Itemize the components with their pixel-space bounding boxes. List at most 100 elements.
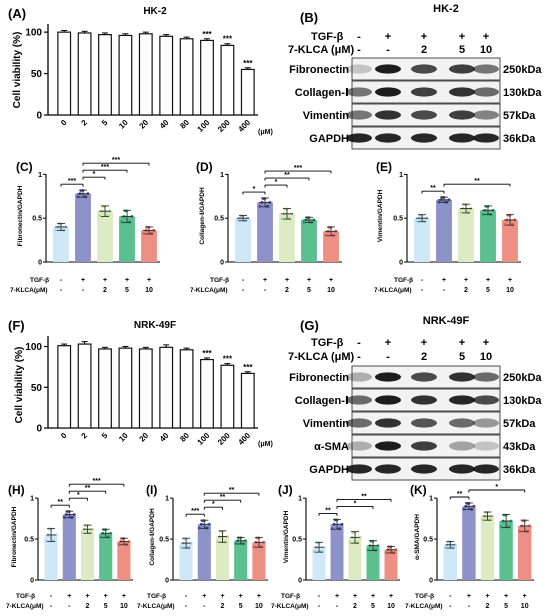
klca-value: 2 bbox=[421, 44, 427, 56]
data-point bbox=[366, 548, 370, 552]
klca-value: - bbox=[68, 603, 71, 610]
panel-letter: (H) bbox=[8, 483, 25, 497]
significance-mark: *** bbox=[243, 363, 253, 372]
data-point bbox=[244, 539, 248, 543]
unit-label: (μM) bbox=[258, 129, 273, 136]
protein-band bbox=[375, 110, 401, 120]
protein-band bbox=[473, 372, 499, 382]
western-blot-nrk49f: (G) NRK-49F TGF-β 7-KLCA (μM) - + + + + - - 2 5 1… bbox=[288, 315, 542, 481]
data-point bbox=[302, 220, 306, 224]
significance-mark: *** bbox=[112, 157, 120, 164]
data-point bbox=[105, 214, 109, 218]
significance-mark: *** bbox=[202, 349, 212, 358]
bar bbox=[480, 516, 495, 580]
klca-value: 2 bbox=[103, 287, 107, 294]
data-point bbox=[384, 551, 388, 555]
quant-chart-j: (J)Vimentin/GAPDH00.51*****TGF-β7-KLCA(μ… bbox=[271, 483, 400, 610]
data-point bbox=[197, 526, 201, 530]
data-point bbox=[506, 213, 510, 217]
data-point bbox=[91, 527, 94, 531]
y-axis-label: Fibronectin/GAPDH bbox=[11, 506, 18, 567]
data-point bbox=[226, 535, 229, 538]
tgf-sign: - bbox=[357, 337, 361, 349]
significance-mark: *** bbox=[68, 178, 76, 185]
protein-band bbox=[346, 464, 372, 474]
molecular-weight: 36kDa bbox=[503, 133, 536, 145]
tgf-sign: + bbox=[483, 31, 489, 43]
bar bbox=[414, 218, 430, 262]
protein-band bbox=[346, 418, 372, 428]
tgf-sign: + bbox=[385, 337, 391, 349]
data-point bbox=[437, 200, 441, 204]
data-point bbox=[337, 527, 341, 531]
bar bbox=[301, 219, 317, 262]
quant-chart-h: (H)Fibronectin/GAPDH00.51********TGF-β7-… bbox=[6, 478, 133, 610]
bar bbox=[77, 343, 92, 429]
klca-value: 5 bbox=[371, 603, 375, 610]
x-tick-label: 100 bbox=[196, 431, 212, 447]
klca-value: 2 bbox=[86, 603, 90, 610]
bar bbox=[499, 521, 513, 580]
protein-name: Fibronectin bbox=[289, 64, 349, 76]
klca-value: - bbox=[336, 603, 339, 610]
y-axis-label: Cell viability (%) bbox=[14, 347, 25, 424]
data-point bbox=[472, 504, 476, 508]
y-tick-label: 0.5 bbox=[24, 537, 34, 544]
klca-value: 10 bbox=[480, 44, 492, 56]
protein-band bbox=[375, 133, 401, 143]
protein-band bbox=[449, 133, 475, 143]
x-tick-label: 0 bbox=[59, 118, 69, 128]
klca-row-label: 7-KLCA(μM) bbox=[10, 287, 48, 294]
data-point bbox=[333, 518, 337, 522]
klca-value: - bbox=[468, 603, 471, 610]
significance-mark: ** bbox=[457, 491, 463, 498]
x-tick-label: 20 bbox=[138, 118, 151, 131]
klca-row-label: 7-KLCA(μM) bbox=[6, 603, 44, 610]
viability-chart-nrk49f: (F) NRK-49F Cell viability (%) (μM) 0501… bbox=[8, 318, 273, 448]
data-point bbox=[189, 541, 193, 545]
molecular-weight: 250kDa bbox=[503, 64, 542, 76]
significance-mark: * bbox=[212, 501, 215, 508]
protein-band bbox=[411, 372, 437, 382]
data-point bbox=[262, 540, 266, 544]
protein-band bbox=[449, 395, 475, 405]
tgf-sign: + bbox=[125, 277, 129, 284]
significance-mark: * bbox=[495, 484, 498, 491]
data-point bbox=[459, 211, 463, 214]
klca-row-label: 7-KLCA (μM) bbox=[288, 351, 355, 363]
data-point bbox=[319, 550, 323, 554]
tgf-row-label: TGF-β bbox=[394, 277, 413, 284]
tgf-sign: + bbox=[147, 277, 151, 284]
tgf-sign: + bbox=[285, 277, 289, 284]
y-tick-label: 1 bbox=[298, 496, 302, 503]
panel-letter-f: (F) bbox=[8, 318, 25, 333]
protein-band bbox=[449, 372, 475, 382]
bar bbox=[179, 543, 193, 580]
protein-band bbox=[473, 441, 499, 451]
protein-band bbox=[411, 395, 437, 405]
western-blot-hk2: (B) HK-2 TGF-β 7-KLCA (μM) - + + + +- -2 5 10Fi… bbox=[288, 3, 542, 150]
y-tick-label: 100 bbox=[25, 28, 42, 39]
bar bbox=[240, 68, 255, 116]
y-tick-label: 1 bbox=[30, 496, 34, 503]
tgf-sign: + bbox=[353, 593, 357, 600]
significance-mark: * bbox=[354, 500, 357, 507]
tgf-sign: + bbox=[508, 277, 512, 284]
x-tick-label: 5 bbox=[100, 118, 110, 128]
data-point bbox=[62, 516, 66, 519]
data-point bbox=[499, 525, 503, 529]
bar bbox=[252, 542, 266, 580]
protein-name: GAPDH bbox=[309, 464, 349, 476]
klca-value: 10 bbox=[521, 603, 529, 610]
klca-value: - bbox=[264, 287, 267, 294]
molecular-weight: 36kDa bbox=[503, 464, 536, 476]
y-axis-label: Collagen-Ⅰ/GAPDH bbox=[149, 508, 156, 566]
tgf-sign: + bbox=[85, 593, 89, 600]
bar bbox=[117, 541, 131, 580]
protein-name: GAPDH bbox=[309, 133, 349, 145]
protein-band bbox=[473, 395, 499, 405]
data-point bbox=[315, 541, 319, 545]
y-tick-label: 0.5 bbox=[393, 216, 403, 223]
